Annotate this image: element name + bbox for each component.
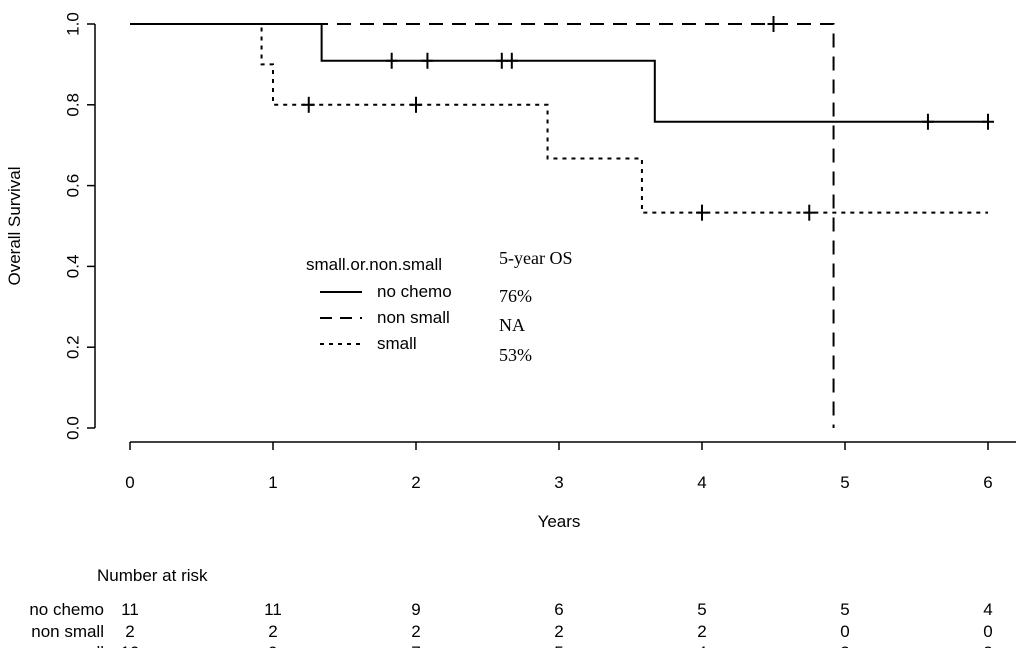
risk-count: 11 bbox=[121, 600, 139, 619]
y-tick-label: 0.4 bbox=[63, 255, 82, 279]
risk-row-label: no chemo bbox=[29, 600, 104, 619]
y-tick-label: 0.6 bbox=[63, 174, 82, 198]
y-tick-label: 0.2 bbox=[63, 335, 82, 359]
y-tick-label: 1.0 bbox=[63, 12, 82, 36]
os-annotation-value: NA bbox=[499, 315, 525, 335]
legend-label: no chemo bbox=[377, 282, 452, 301]
risk-table: Number at risk no chemo 11 11 9 6 5 5 4 non small… bbox=[29, 566, 992, 648]
y-axis-title: Overall Survival bbox=[5, 166, 24, 285]
risk-row-label: non small bbox=[31, 622, 104, 641]
risk-count: 0 bbox=[840, 622, 849, 641]
risk-count: 2 bbox=[268, 622, 277, 641]
os-annotation-value: 76% bbox=[499, 286, 532, 306]
risk-count: 5 bbox=[840, 600, 849, 619]
os-annotation-title: 5-year OS bbox=[499, 248, 572, 268]
risk-count: 4 bbox=[983, 600, 992, 619]
risk-count: 2 bbox=[554, 622, 563, 641]
risk-table-title: Number at risk bbox=[97, 566, 208, 585]
x-tick-label: 3 bbox=[554, 473, 563, 492]
axes: 0 1 2 3 4 5 6 0.0 0.2 0.4 0.6 0.8 1.0 Years Overall Su… bbox=[5, 12, 1016, 531]
legend: small.or.non.small no chemo non small small… bbox=[306, 248, 572, 365]
risk-count: 9 bbox=[411, 600, 420, 619]
risk-count: 10 bbox=[121, 643, 140, 648]
risk-count: 2 bbox=[983, 643, 992, 648]
y-tick-label: 0.0 bbox=[63, 416, 82, 440]
risk-count: 4 bbox=[697, 643, 706, 648]
risk-count: 5 bbox=[554, 643, 563, 648]
x-tick-label: 2 bbox=[411, 473, 420, 492]
risk-count: 6 bbox=[554, 600, 563, 619]
x-tick-label: 4 bbox=[697, 473, 706, 492]
survival-curves bbox=[130, 16, 994, 428]
legend-title: small.or.non.small bbox=[306, 255, 442, 274]
x-tick-label: 0 bbox=[125, 473, 134, 492]
risk-count: 5 bbox=[697, 600, 706, 619]
curve-no-chemo bbox=[130, 23, 988, 123]
legend-label: small bbox=[377, 334, 417, 353]
risk-count: 2 bbox=[125, 622, 134, 641]
risk-count: 2 bbox=[697, 622, 706, 641]
risk-count: 11 bbox=[264, 600, 282, 619]
y-tick-label: 0.8 bbox=[63, 93, 82, 117]
legend-label: non small bbox=[377, 308, 450, 327]
risk-count: 2 bbox=[840, 643, 849, 648]
x-axis-title: Years bbox=[538, 512, 581, 531]
risk-count: 0 bbox=[983, 622, 992, 641]
x-tick-label: 1 bbox=[268, 473, 277, 492]
risk-count: 7 bbox=[411, 643, 420, 648]
risk-count: 2 bbox=[411, 622, 420, 641]
curve-small bbox=[130, 23, 988, 214]
os-annotation-value: 53% bbox=[499, 345, 532, 365]
risk-row-label: small bbox=[64, 643, 104, 648]
x-tick-label: 6 bbox=[983, 473, 992, 492]
x-tick-label: 5 bbox=[840, 473, 849, 492]
risk-count: 9 bbox=[268, 643, 277, 648]
curve-non-small bbox=[130, 23, 835, 428]
